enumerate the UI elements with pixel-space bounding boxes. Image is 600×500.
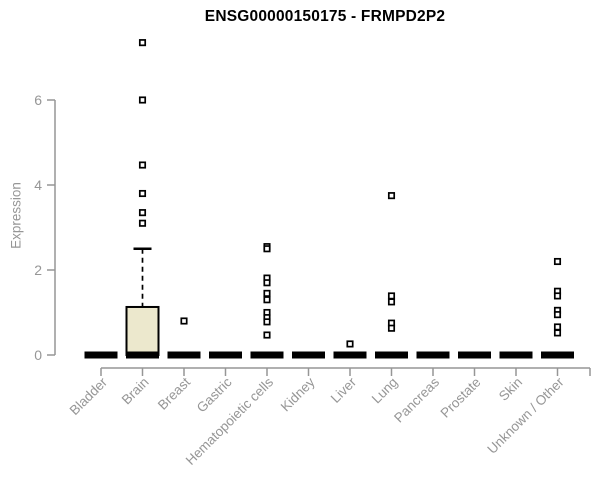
outlier-point (263, 296, 271, 304)
median-zero-bar (458, 351, 491, 359)
y-tick-label: 0 (34, 347, 42, 363)
y-tick-label: 2 (34, 262, 42, 278)
median-zero-bar (167, 351, 201, 359)
x-category-label: Unknown / Other (484, 374, 567, 457)
x-category-label: Lung (369, 375, 401, 407)
x-category-label: Kidney (278, 374, 318, 414)
outlier-point (180, 317, 188, 325)
median-zero-bar (416, 351, 450, 359)
median-zero-bar (84, 351, 118, 359)
outlier-point (553, 323, 562, 331)
median-zero-bar (333, 351, 367, 359)
outlier-point (387, 192, 396, 200)
median-zero-bar (209, 351, 242, 359)
y-tick-label: 4 (34, 177, 42, 193)
outlier-point (553, 329, 562, 337)
outlier-point (263, 318, 271, 326)
median-zero-bar (292, 351, 325, 359)
x-category-label: Liver (328, 374, 360, 406)
x-category-label: Gastric (194, 374, 235, 415)
median-zero-bar (250, 351, 284, 359)
median-zero-bar (375, 351, 408, 359)
outlier-point (553, 257, 562, 266)
outlier-point (138, 161, 147, 169)
median-zero-bar (126, 351, 159, 359)
x-category-label: Pancreas (391, 374, 442, 425)
outlier-point (346, 340, 354, 348)
outlier-point (387, 292, 396, 300)
outlier-point (263, 331, 271, 339)
outlier-point (263, 289, 271, 297)
outlier-point (387, 298, 396, 306)
median-zero-bar (541, 351, 574, 359)
outlier-point (138, 209, 147, 217)
median-zero-bar (499, 351, 533, 359)
y-tick-label: 6 (34, 92, 42, 108)
x-category-label: Brain (119, 375, 152, 408)
outlier-point (387, 324, 396, 332)
outlier-point (553, 311, 562, 319)
chart-title: ENSG00000150175 - FRMPD2P2 (204, 8, 446, 25)
x-category-label: Prostate (437, 375, 483, 421)
x-category-label: Bladder (67, 374, 111, 418)
outlier-point (138, 39, 147, 47)
outlier-point (263, 245, 271, 253)
box (125, 305, 160, 357)
x-category-label: Skin (496, 375, 525, 404)
outlier-point (138, 219, 147, 227)
outlier-point (263, 279, 271, 287)
outlier-point (138, 96, 147, 104)
outlier-point (138, 189, 147, 198)
outlier-point (553, 292, 562, 300)
x-category-label: Breast (155, 374, 193, 412)
